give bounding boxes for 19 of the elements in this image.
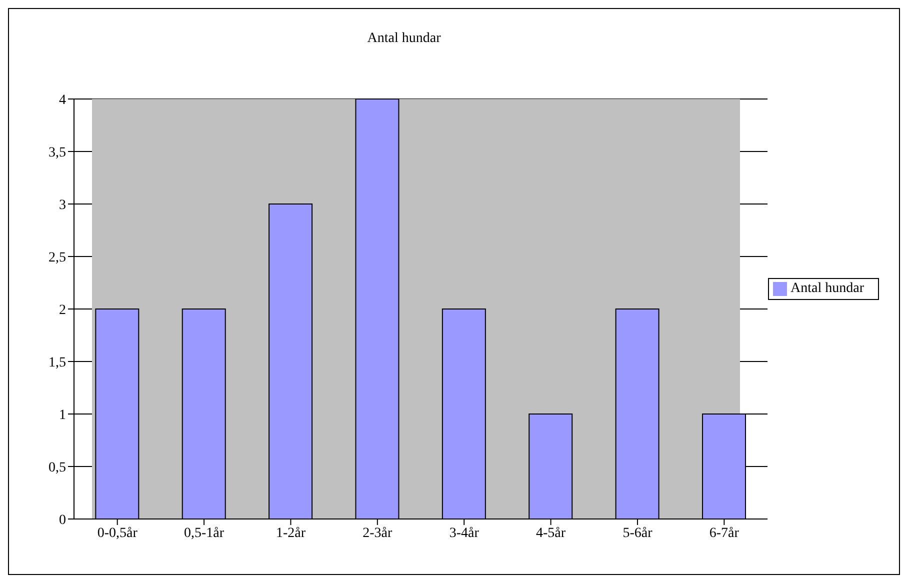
y-tick-label: 3,5 (48, 145, 66, 160)
x-tick-label: 5-6år (622, 526, 653, 541)
chart-title: Antal hundar (366, 31, 442, 47)
y-tick-label: 4 (59, 92, 66, 108)
y-tick-label: 0,5 (48, 460, 66, 476)
y-tick-label: 2,5 (48, 250, 66, 266)
y-tick-label: 0 (59, 512, 66, 528)
x-tick-label: 0-0,5år (97, 526, 138, 541)
x-tick-label: 6-7år (709, 526, 740, 541)
x-tick-label: 3-4år (449, 526, 480, 541)
y-tick-label: 1,5 (48, 355, 66, 370)
x-tick-label: 2-3år (362, 526, 393, 541)
y-tick-label: 1 (59, 408, 66, 423)
y-tick-label: 2 (59, 302, 66, 318)
x-tick-label: 4-5år (536, 526, 566, 541)
x-tick-label: 0,5-1år (184, 526, 224, 541)
x-tick-label: 1-2år (276, 526, 306, 541)
y-tick-label: 3 (59, 198, 66, 213)
legend-label: Antal hundar (790, 281, 864, 296)
